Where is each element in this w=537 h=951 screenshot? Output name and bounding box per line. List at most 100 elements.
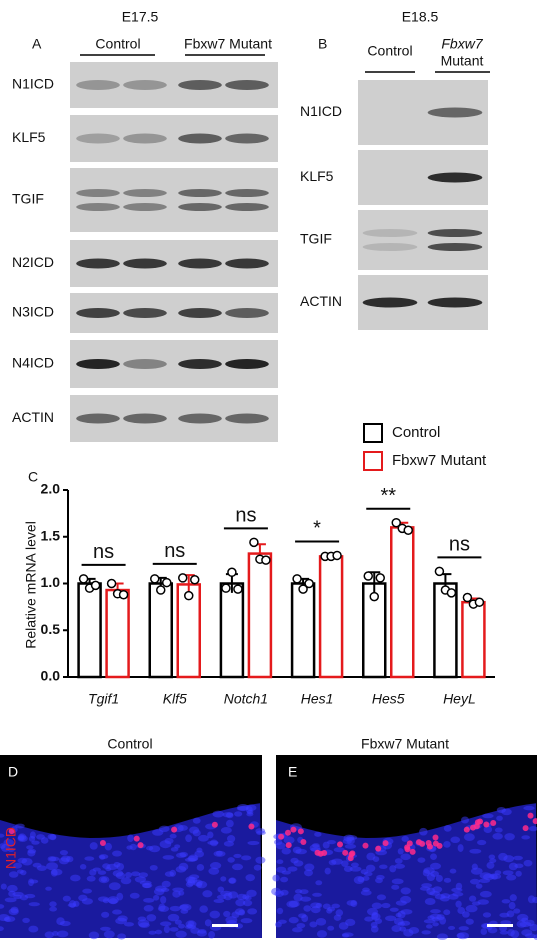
nucleus: [508, 901, 516, 910]
band: [178, 413, 222, 424]
n1icd-cell: [426, 843, 433, 850]
nucleus: [521, 835, 531, 840]
data-point: [403, 525, 413, 535]
row-label: N1ICD: [300, 103, 342, 119]
nucleus: [236, 806, 249, 812]
nucleus: [188, 854, 199, 862]
nucleus: [480, 928, 488, 935]
band: [362, 297, 418, 308]
nucleus: [391, 878, 404, 885]
nucleus: [276, 866, 287, 873]
panel-letter: D: [8, 764, 18, 780]
nucleus: [29, 879, 39, 884]
bar: [461, 600, 486, 679]
band: [123, 80, 167, 90]
nucleus: [490, 873, 498, 880]
nucleus: [479, 890, 492, 898]
nucleus: [316, 930, 328, 938]
nucleus: [366, 852, 376, 861]
data-point: [156, 585, 166, 595]
band: [225, 359, 269, 369]
nucleus: [127, 834, 134, 843]
significance: **: [380, 485, 396, 507]
x-tick-label: HeyL: [443, 691, 476, 707]
nucleus: [36, 865, 47, 872]
nucleus: [158, 903, 166, 912]
nucleus: [217, 886, 225, 893]
nucleus: [98, 875, 110, 884]
nucleus: [509, 894, 517, 902]
nucleus: [123, 922, 135, 927]
nucleus: [129, 892, 140, 899]
nucleus: [62, 895, 71, 902]
nucleus: [0, 904, 5, 909]
nucleus: [331, 903, 341, 909]
nucleus: [443, 909, 451, 916]
legend-label: Control: [392, 424, 440, 441]
nucleus: [362, 876, 370, 881]
n1icd-cell: [285, 842, 292, 849]
nucleus: [430, 862, 442, 870]
nucleus: [27, 849, 36, 857]
nucleus: [496, 806, 506, 813]
nucleus: [97, 870, 107, 875]
nucleus: [529, 923, 537, 932]
nucleus: [164, 871, 175, 877]
nucleus: [247, 908, 258, 915]
nucleus: [125, 871, 132, 878]
n1icd-cell: [463, 826, 470, 833]
nucleus: [502, 870, 514, 876]
nucleus: [97, 896, 109, 902]
stage: E17.5: [122, 9, 159, 25]
nucleus: [274, 839, 283, 846]
nucleus: [143, 897, 155, 903]
nucleus: [384, 915, 397, 922]
nucleus: [443, 824, 452, 832]
nucleus: [20, 870, 27, 876]
nucleus: [225, 819, 234, 828]
data-point: [292, 574, 302, 584]
nucleus: [245, 874, 255, 882]
nucleus: [207, 840, 219, 845]
row-label: ACTIN: [300, 293, 342, 309]
nucleus: [49, 901, 57, 908]
n1icd-cell: [133, 835, 140, 842]
nucleus: [22, 917, 30, 923]
nucleus: [370, 925, 379, 933]
nucleus: [430, 853, 437, 860]
nucleus: [471, 901, 481, 906]
nucleus: [489, 858, 497, 864]
band: [76, 189, 120, 197]
nucleus: [486, 861, 495, 869]
nucleus: [245, 806, 253, 814]
nucleus: [281, 847, 291, 855]
nucleus: [303, 905, 312, 912]
significance: ns: [449, 534, 470, 556]
nucleus: [227, 857, 235, 863]
nucleus: [443, 841, 451, 848]
nucleus: [457, 906, 466, 915]
nucleus: [400, 853, 411, 861]
significance: ns: [164, 540, 185, 562]
panel-letter: C: [28, 469, 38, 485]
band: [427, 172, 483, 183]
nucleus: [220, 827, 232, 834]
nucleus: [521, 929, 533, 936]
nucleus: [494, 827, 503, 833]
nucleus: [476, 839, 487, 846]
nucleus: [126, 845, 133, 850]
data-point: [375, 573, 385, 583]
nucleus: [314, 831, 322, 837]
nucleus: [450, 836, 461, 844]
band: [123, 203, 167, 211]
nucleus: [393, 917, 404, 926]
data-point: [474, 597, 485, 607]
nucleus: [426, 887, 436, 896]
nucleus: [28, 835, 36, 842]
nucleus: [283, 836, 295, 844]
nucleus: [134, 876, 147, 883]
blot: [70, 168, 278, 232]
significance: ns: [93, 541, 114, 563]
nucleus: [13, 862, 23, 869]
nucleus: [231, 863, 244, 871]
